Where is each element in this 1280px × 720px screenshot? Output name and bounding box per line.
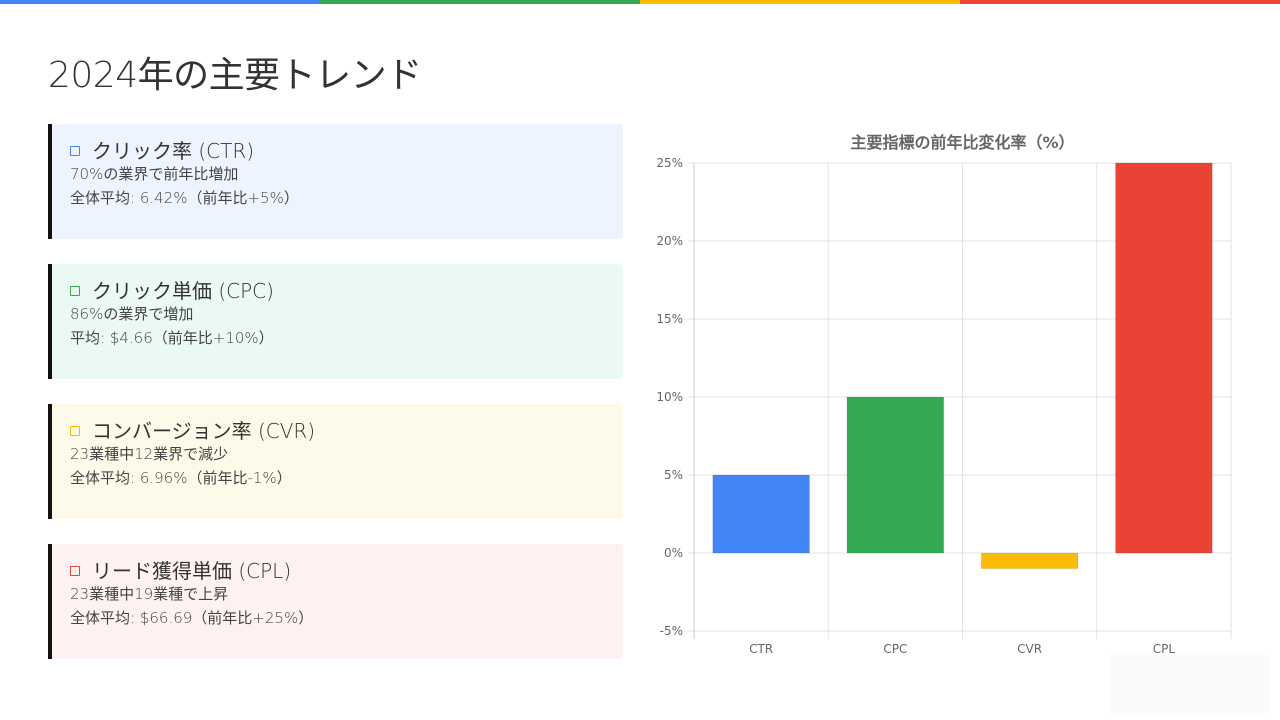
bar-ctr — [712, 474, 810, 554]
page-title: 2024年の主要トレンド — [48, 55, 422, 96]
square-outline-icon — [70, 566, 80, 576]
bar-cpl — [1115, 162, 1213, 554]
stripe-yellow — [640, 0, 960, 4]
card-cpc: クリック単価 (CPC) 86%の業界で増加 平均: $4.66（前年比+10%… — [48, 264, 623, 379]
bar-cpc — [846, 396, 945, 554]
card-detail-2: 全体平均: $66.69（前年比+25%） — [70, 609, 314, 627]
card-title: クリック単価 (CPC) — [92, 278, 274, 303]
bar-cvr — [980, 552, 1079, 570]
y-tick-label: 0% — [664, 546, 683, 560]
card-title: コンバージョン率 (CVR) — [92, 418, 316, 443]
card-cvr: コンバージョン率 (CVR) 23業種中12業界で減少 全体平均: 6.96%（… — [48, 404, 623, 519]
x-tick-label: CPL — [1153, 642, 1176, 656]
square-outline-icon — [70, 286, 80, 296]
card-ctr: クリック率 (CTR) 70%の業界で前年比増加 全体平均: 6.42%（前年比… — [48, 124, 623, 239]
card-detail-1: 86%の業界で増加 — [70, 305, 194, 323]
card-detail-2: 全体平均: 6.96%（前年比-1%） — [70, 469, 292, 487]
card-detail-1: 70%の業界で前年比増加 — [70, 165, 239, 183]
bar-chart: 主要指標の前年比変化率（%） 25% 20% 15% 10% 5% 0% -5% CTR CPC C… — [640, 120, 1250, 680]
card-detail-1: 23業種中12業界で減少 — [70, 445, 229, 463]
stripe-green — [320, 0, 640, 4]
x-tick-label: CTR — [749, 642, 773, 656]
top-color-stripe — [0, 0, 1280, 4]
y-tick-label: 25% — [656, 156, 683, 170]
stripe-red — [960, 0, 1280, 4]
card-header: リード獲得単価 (CPL) — [70, 556, 605, 583]
card-detail-2: 平均: $4.66（前年比+10%） — [70, 329, 274, 347]
x-tick-label: CVR — [1017, 642, 1042, 656]
y-tick-label: 5% — [664, 468, 683, 482]
square-outline-icon — [70, 426, 80, 436]
y-tick-label: 20% — [656, 234, 683, 248]
card-detail-2: 全体平均: 6.42%（前年比+5%） — [70, 189, 299, 207]
x-tick-label: CPC — [883, 642, 907, 656]
card-title: リード獲得単価 (CPL) — [92, 558, 292, 583]
y-tick-label: 10% — [656, 390, 683, 404]
card-header: コンバージョン率 (CVR) — [70, 416, 605, 443]
card-detail-1: 23業種中19業種で上昇 — [70, 585, 229, 603]
y-tick-label: -5% — [660, 624, 683, 638]
card-header: クリック率 (CTR) — [70, 136, 605, 163]
stripe-blue — [0, 0, 320, 4]
chart-title: 主要指標の前年比変化率（%） — [850, 133, 1074, 152]
square-outline-icon — [70, 146, 80, 156]
bar-chart-svg: 主要指標の前年比変化率（%） 25% 20% 15% 10% 5% 0% -5% CTR CPC C… — [656, 133, 1232, 656]
y-tick-label: 15% — [656, 312, 683, 326]
card-title: クリック率 (CTR) — [92, 138, 255, 163]
card-header: クリック単価 (CPC) — [70, 276, 605, 303]
watermark-box — [1110, 655, 1270, 713]
card-cpl: リード獲得単価 (CPL) 23業種中19業種で上昇 全体平均: $66.69（… — [48, 544, 623, 659]
